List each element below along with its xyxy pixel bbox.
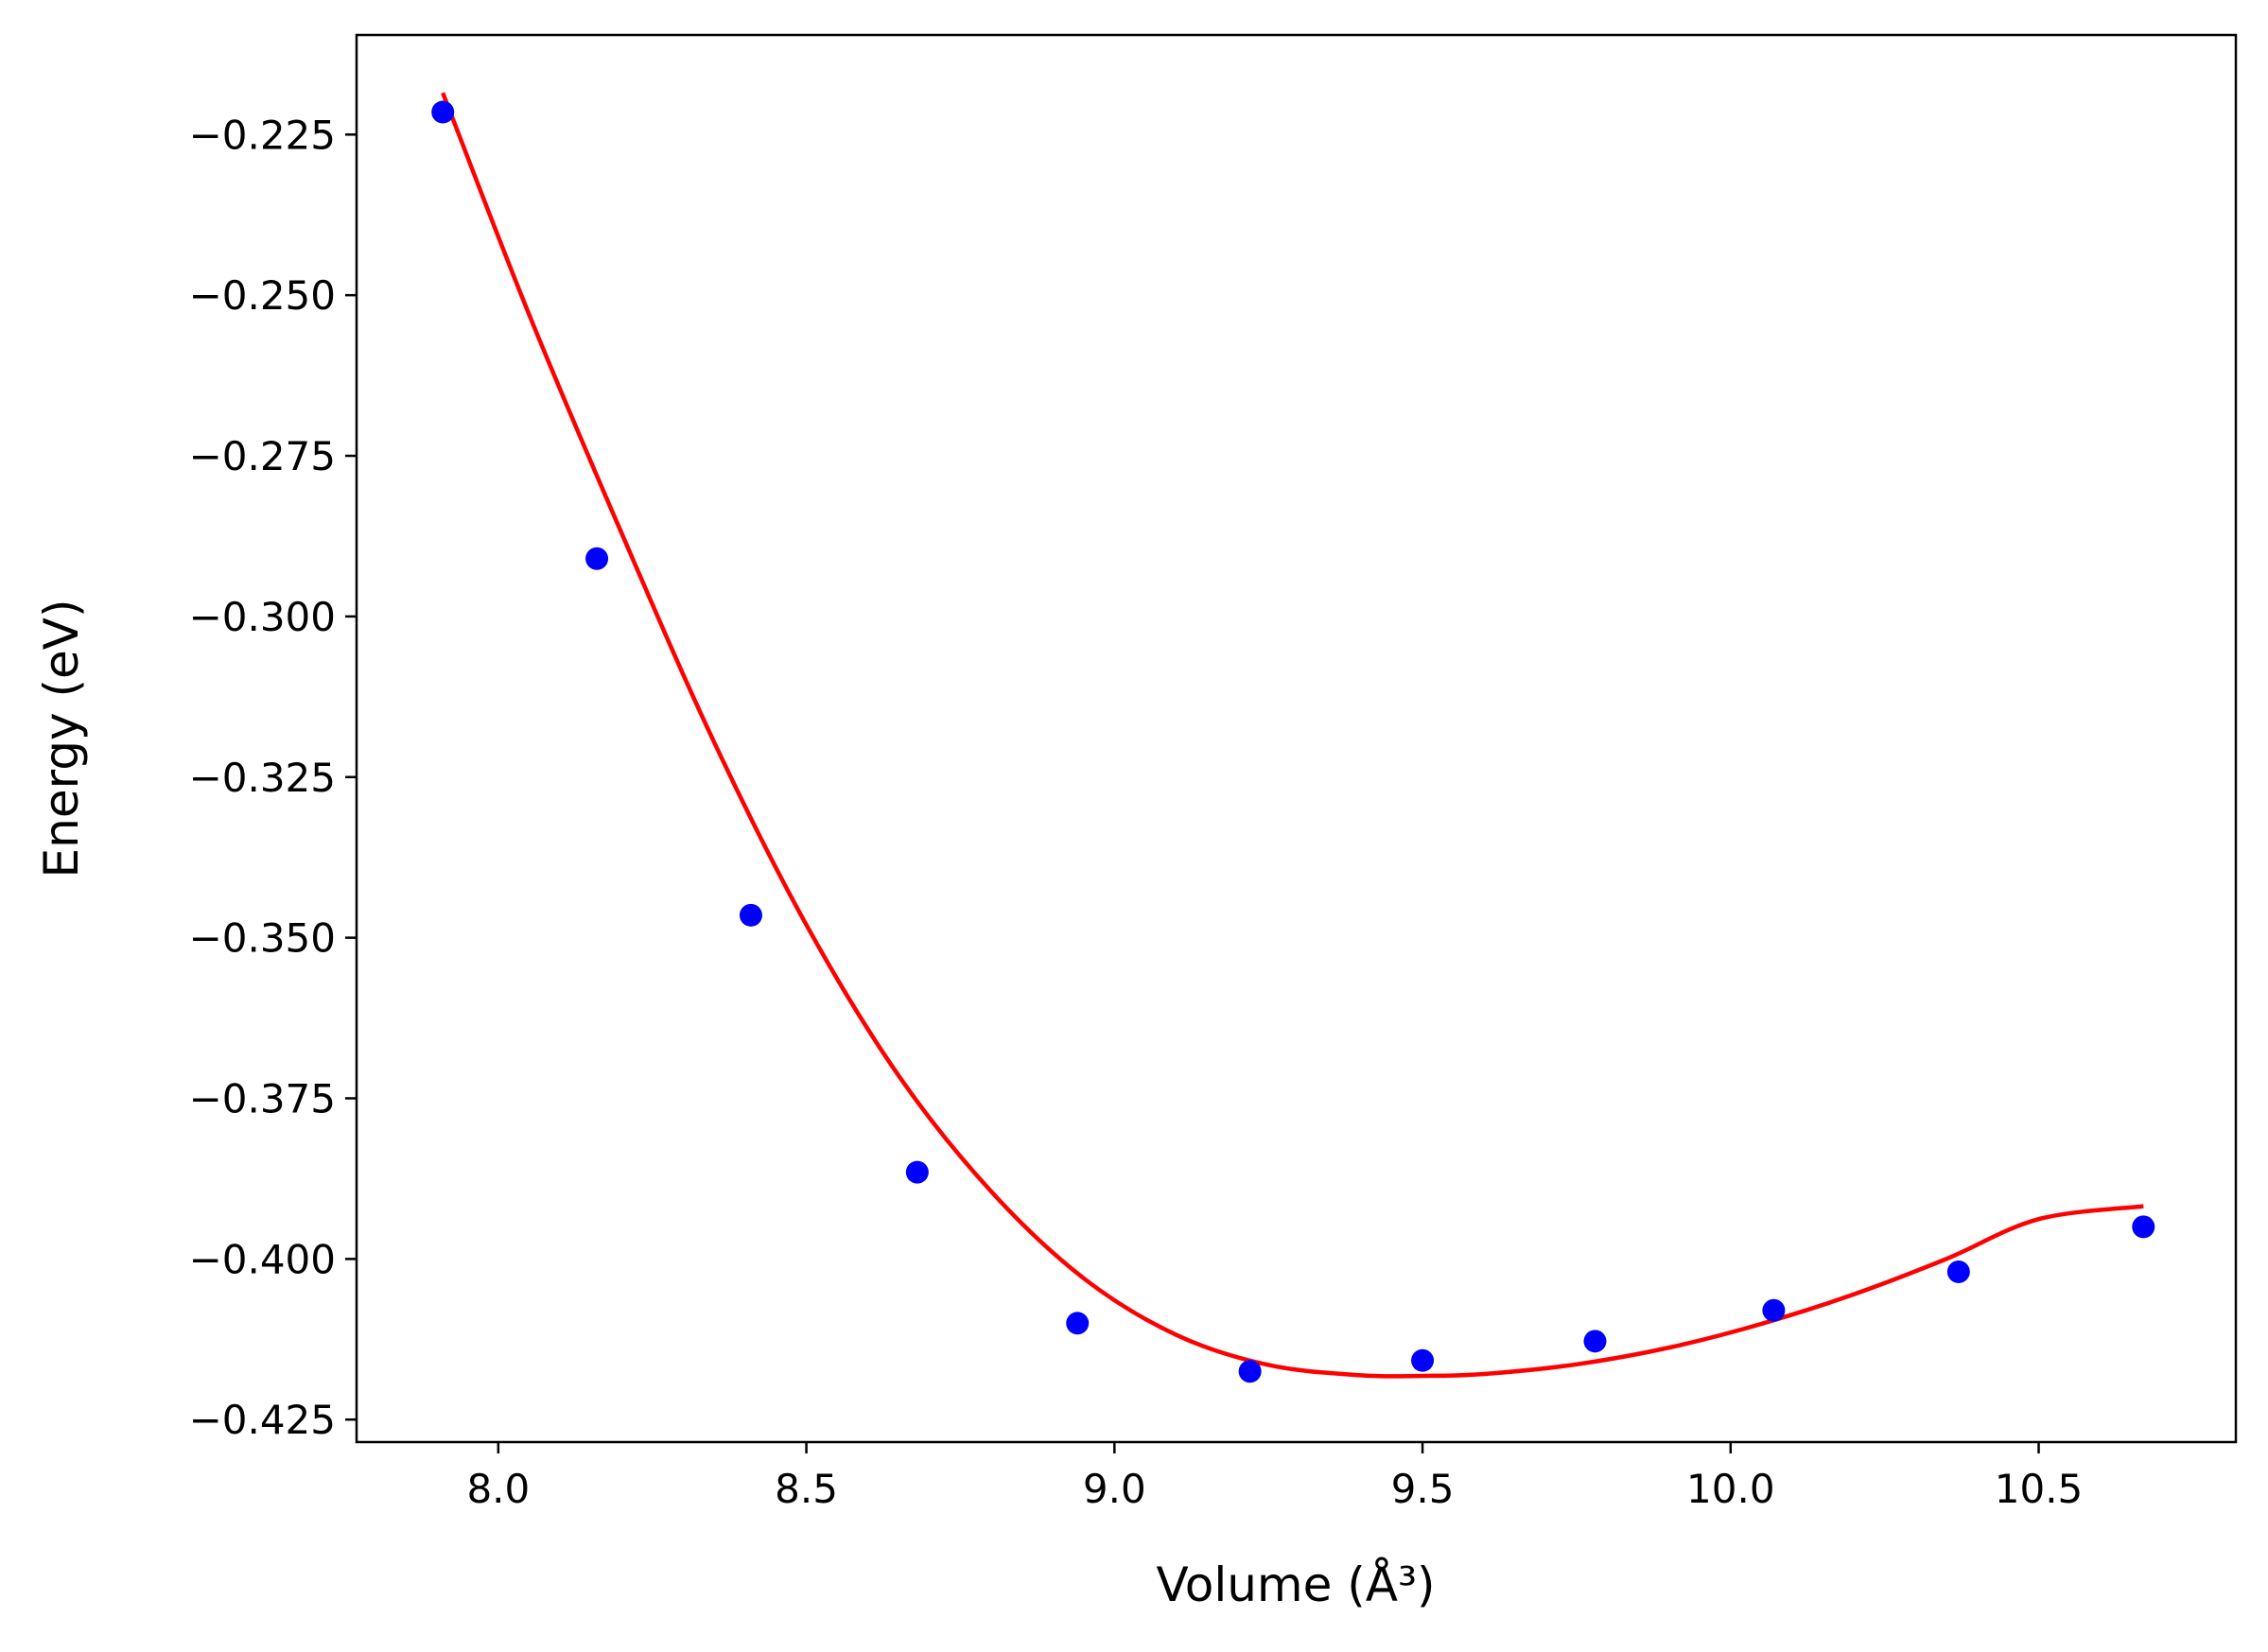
fit-curve-layer	[441, 92, 2144, 1379]
x-axis-title: Volume (Å³)	[1156, 1557, 1435, 1612]
data-point	[2132, 1215, 2155, 1239]
y-tick-label: −0.225	[189, 112, 336, 158]
x-tick-label: 9.5	[1391, 1466, 1455, 1512]
plot-area-frame	[355, 33, 2238, 1444]
data-point	[431, 100, 455, 124]
y-tick-label: −0.400	[189, 1236, 336, 1282]
data-point	[1238, 1360, 1262, 1383]
data-point	[585, 547, 609, 570]
x-tick-label: 8.5	[775, 1466, 838, 1512]
data-point	[905, 1160, 929, 1184]
data-point	[1762, 1298, 1786, 1322]
data-point	[1411, 1348, 1435, 1372]
y-tick-label: −0.250	[189, 272, 336, 319]
y-tick-label: −0.375	[189, 1075, 336, 1122]
y-tick-label: −0.350	[189, 915, 336, 962]
x-axis-ticks: 8.0 8.5 9.0 9.5 10.0 10.5	[466, 1442, 2083, 1512]
data-point	[1066, 1312, 1090, 1335]
data-points-layer	[431, 100, 2155, 1383]
y-tick-label: −0.325	[189, 755, 336, 801]
y-tick-label: −0.425	[189, 1397, 336, 1443]
x-tick-label: 8.0	[466, 1466, 530, 1512]
x-tick-label: 10.0	[1686, 1466, 1775, 1512]
y-tick-label: −0.300	[189, 594, 336, 640]
fit-curve-line	[441, 92, 2144, 1379]
x-tick-label: 9.0	[1083, 1466, 1146, 1512]
y-tick-label: −0.275	[189, 433, 336, 479]
y-axis-title: Energy (eV)	[34, 600, 89, 878]
y-axis-ticks: −0.225 −0.250 −0.275 −0.300 −0.325 −0.350 −0.3…	[189, 112, 357, 1443]
data-point	[1946, 1260, 1970, 1283]
data-point	[739, 903, 762, 927]
x-tick-label: 10.5	[1995, 1466, 2084, 1512]
data-point	[1583, 1330, 1607, 1353]
